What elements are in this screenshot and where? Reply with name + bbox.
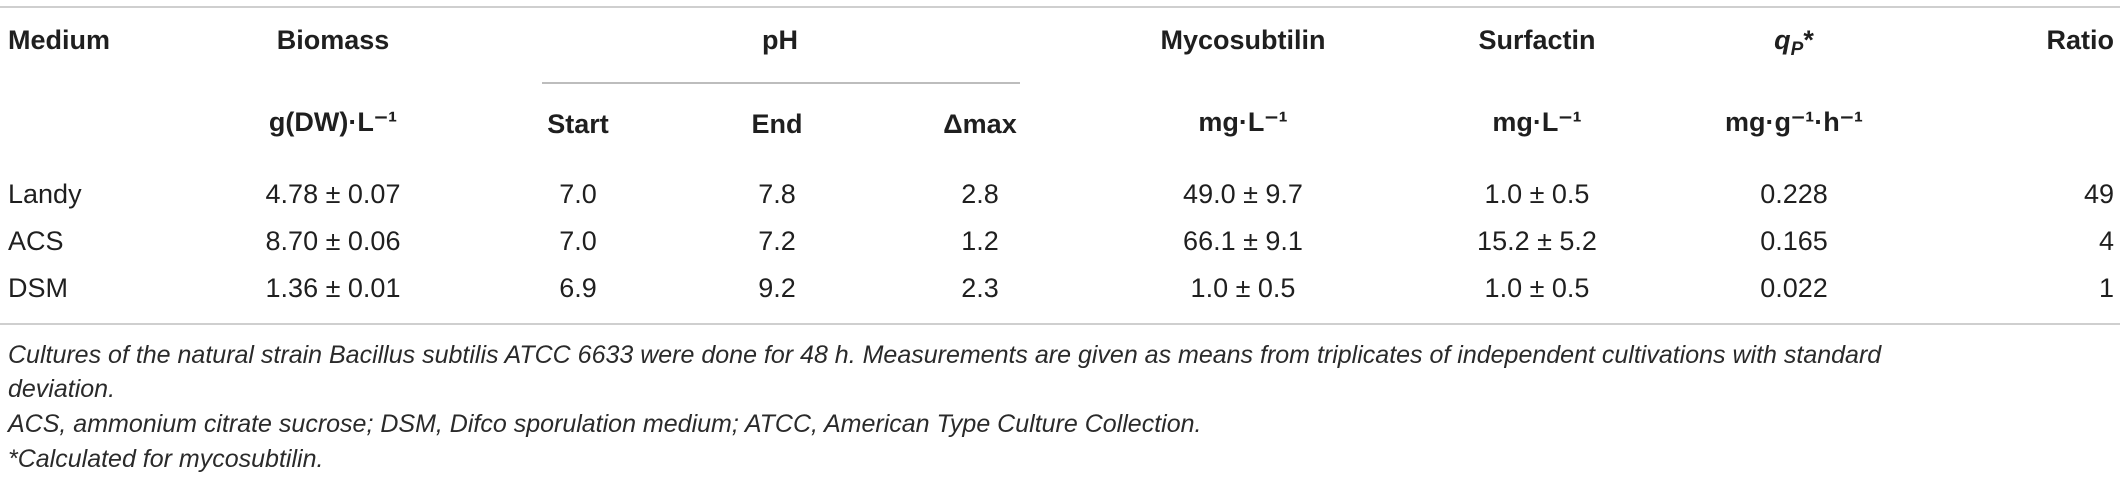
header-ph: pH: [762, 25, 798, 55]
table-bottom-rule: [0, 323, 2120, 325]
row-acs-ratio: 4: [2098, 226, 2114, 256]
footnote-qp: *Calculated for mycosubtilin.: [8, 445, 324, 473]
row-landy-medium: Landy: [8, 179, 82, 209]
row-landy-qp: 0.228: [1760, 179, 1828, 209]
row-landy-start: 7.0: [559, 179, 597, 209]
row-acs-dmax: 1.2: [961, 226, 999, 256]
header-qp-subscript: P: [1790, 39, 1804, 60]
row-landy-biomass: 4.78 ± 0.07: [265, 179, 401, 209]
subheader-mycosubtilin-unit: mg·L⁻¹: [1198, 107, 1288, 137]
row-landy-ratio: 49: [2083, 179, 2114, 209]
row-dsm-dmax: 2.3: [961, 273, 999, 303]
header-qp-star: *: [1803, 25, 1814, 55]
row-dsm-start: 6.9: [559, 273, 597, 303]
row-acs-mycosubtilin: 66.1 ± 9.1: [1183, 226, 1303, 256]
subheader-surfactin-unit: mg·L⁻¹: [1492, 107, 1582, 137]
row-acs-medium: ACS: [8, 226, 64, 256]
row-acs-qp: 0.165: [1760, 226, 1828, 256]
row-dsm-medium: DSM: [8, 273, 68, 303]
row-landy-surfactin: 1.0 ± 0.5: [1484, 179, 1590, 209]
subheader-ph-dmax: Δmax: [943, 109, 1017, 139]
subheader-qp-unit: mg·g⁻¹·h⁻¹: [1725, 107, 1863, 137]
table-top-rule: [0, 6, 2120, 8]
header-surfactin: Surfactin: [1478, 25, 1596, 55]
row-acs-biomass: 8.70 ± 0.06: [265, 226, 401, 256]
row-dsm-mycosubtilin: 1.0 ± 0.5: [1190, 273, 1296, 303]
footnote-methods: Cultures of the natural strain Bacillus …: [8, 341, 1882, 369]
header-qp-symbol: q: [1774, 25, 1791, 55]
subheader-ph-start: Start: [547, 109, 609, 139]
row-dsm-end: 9.2: [758, 273, 796, 303]
row-dsm-biomass: 1.36 ± 0.01: [265, 273, 401, 303]
footnote-methods-continued: deviation.: [8, 375, 116, 403]
row-acs-surfactin: 15.2 ± 5.2: [1477, 226, 1597, 256]
ph-group-rule: [542, 82, 1020, 84]
header-biomass: Biomass: [276, 25, 390, 55]
row-dsm-ratio: 1: [2098, 273, 2114, 303]
row-acs-end: 7.2: [758, 226, 796, 256]
header-ratio: Ratio: [2046, 25, 2115, 55]
row-landy-dmax: 2.8: [961, 179, 999, 209]
subheader-ph-end: End: [751, 109, 803, 139]
row-dsm-surfactin: 1.0 ± 0.5: [1484, 273, 1590, 303]
header-mycosubtilin: Mycosubtilin: [1160, 25, 1326, 55]
row-dsm-qp: 0.022: [1760, 273, 1828, 303]
header-medium: Medium: [8, 25, 111, 55]
footnote-abbreviations: ACS, ammonium citrate sucrose; DSM, Difc…: [8, 410, 1202, 438]
row-landy-mycosubtilin: 49.0 ± 9.7: [1183, 179, 1303, 209]
subheader-biomass-unit: g(DW)·L⁻¹: [268, 107, 398, 137]
row-acs-start: 7.0: [559, 226, 597, 256]
row-landy-end: 7.8: [758, 179, 796, 209]
header-qp: qP*: [1774, 24, 1814, 66]
